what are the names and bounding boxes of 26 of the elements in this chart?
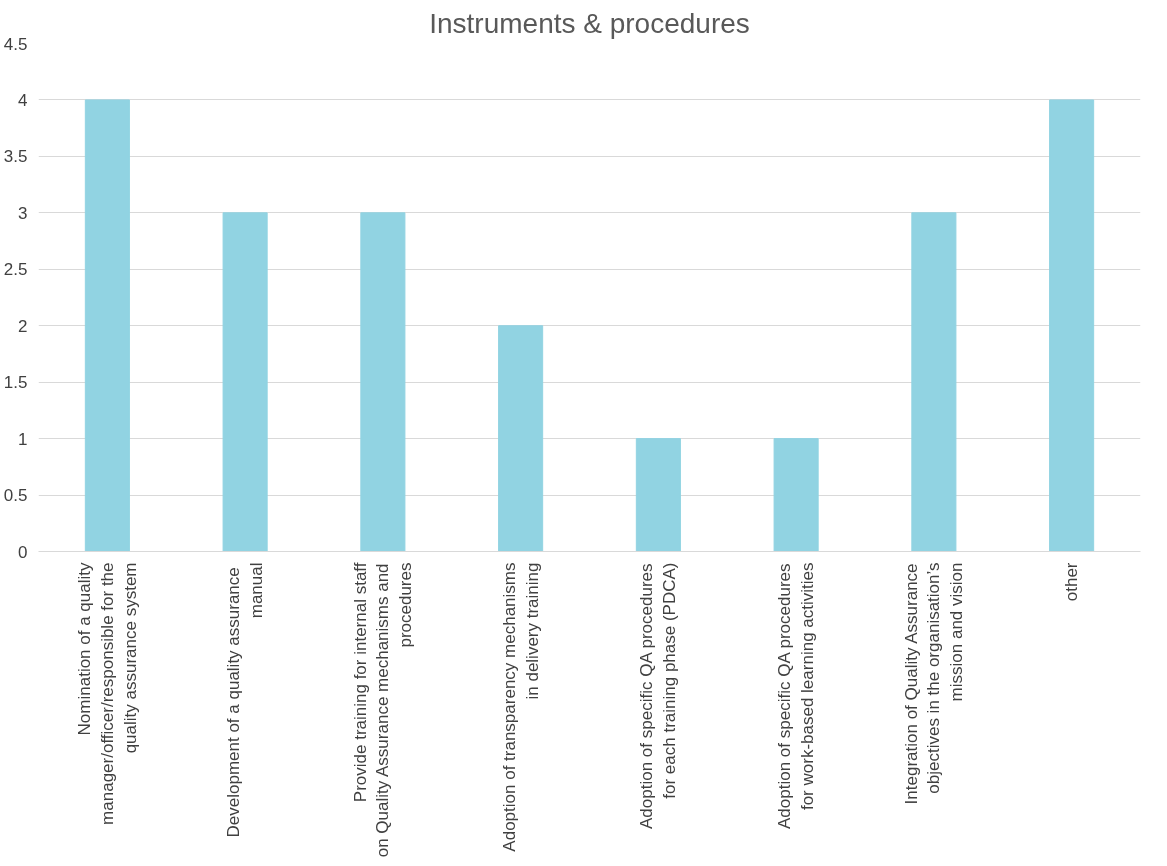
bar xyxy=(773,438,819,552)
y-tick-label: 0.5 xyxy=(3,486,28,506)
y-tick-label: 1 xyxy=(18,429,28,449)
bar xyxy=(635,438,681,552)
y-tick-label: 3.5 xyxy=(3,147,28,167)
bar xyxy=(498,325,544,552)
bar xyxy=(911,212,957,552)
y-tick-label: 2.5 xyxy=(3,260,28,280)
x-tick-label: Development of a quality assurance manual xyxy=(224,562,267,838)
x-tick-label: Adoption of transparency mechanisms in delivery training xyxy=(499,562,542,852)
bar xyxy=(222,212,268,552)
chart-title: Instruments & procedures xyxy=(429,7,750,39)
x-tick-label: Provide training for internal staff on Quality Assurance mechanisms and procedures xyxy=(350,562,416,858)
x-tick-label: Nomination of a quality manager/officer/responsible for the quality assurance system xyxy=(75,562,140,825)
x-tick-label: Adoption of specific QA procedures for work-based learning activities xyxy=(775,562,818,829)
y-tick-label: 0 xyxy=(18,542,28,562)
x-tick-label: other xyxy=(1062,562,1082,602)
y-tick-label: 1.5 xyxy=(3,373,28,393)
y-tick-label: 2 xyxy=(18,316,28,336)
x-tick-label: Adoption of specific QA procedures for each training phase (PDCA) xyxy=(637,562,680,829)
y-tick-label: 4.5 xyxy=(3,34,28,54)
bar xyxy=(360,212,406,552)
y-tick-label: 3 xyxy=(18,203,28,223)
y-tick-label: 4 xyxy=(18,90,28,110)
bar xyxy=(1049,99,1095,552)
bar xyxy=(84,99,130,552)
